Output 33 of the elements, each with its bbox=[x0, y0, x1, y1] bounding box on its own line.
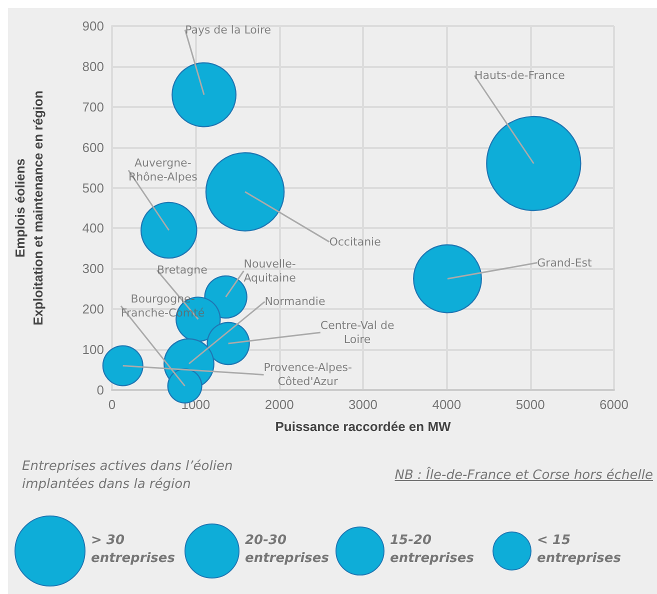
y-tick-label: 900 bbox=[82, 18, 104, 34]
text: Entreprises actives dans l’éolien implantées dans la région bbox=[22, 458, 234, 494]
y-tick-label: 300 bbox=[82, 261, 104, 276]
x-tick-label: 0 bbox=[108, 397, 116, 412]
y-axis-title: Emplois éoliens Exploitation et maintenance en région bbox=[12, 90, 46, 326]
x-axis-title: Puissance raccordée en MW bbox=[275, 419, 452, 434]
annotation: Nouvelle- Aquitaine bbox=[244, 257, 296, 284]
y-tick-label: 200 bbox=[82, 302, 104, 317]
y-tick-label: 100 bbox=[82, 342, 104, 358]
y-tick-label: 500 bbox=[82, 180, 104, 196]
y-tick-label: 400 bbox=[82, 220, 104, 236]
annotation: Provence-Alpes- Côted'Azur bbox=[264, 361, 352, 388]
y-tick-label: 0 bbox=[96, 382, 104, 398]
annotation: Bretagne bbox=[156, 264, 208, 277]
text: > 30 entreprises bbox=[91, 532, 176, 568]
annotation: Occitanie bbox=[329, 235, 382, 248]
y-tick-label: 700 bbox=[82, 99, 104, 114]
text: NB : Île-de-France et Corse hors échelle bbox=[394, 467, 653, 485]
annotation: Pays de la Loire bbox=[185, 23, 272, 36]
x-tick-label: 6000 bbox=[600, 397, 628, 412]
annotation: Hauts-de-France bbox=[474, 69, 566, 82]
annotation: Normandie bbox=[264, 295, 326, 308]
x-tick-label: 2000 bbox=[264, 397, 294, 412]
text: 20-30 entreprises bbox=[245, 532, 330, 568]
annotation: Grand-Est bbox=[537, 256, 593, 270]
y-tick-label: 800 bbox=[82, 58, 104, 74]
y-tick-label: 600 bbox=[82, 140, 104, 155]
text: 15-20 entreprises bbox=[390, 532, 475, 568]
x-tick-label: 5000 bbox=[516, 397, 545, 412]
x-tick-label: 3000 bbox=[348, 397, 378, 412]
text: < 15 entreprises bbox=[537, 532, 622, 568]
annotation: Centre-Val de Loire bbox=[320, 318, 394, 346]
x-tick-label: 4000 bbox=[432, 397, 462, 412]
